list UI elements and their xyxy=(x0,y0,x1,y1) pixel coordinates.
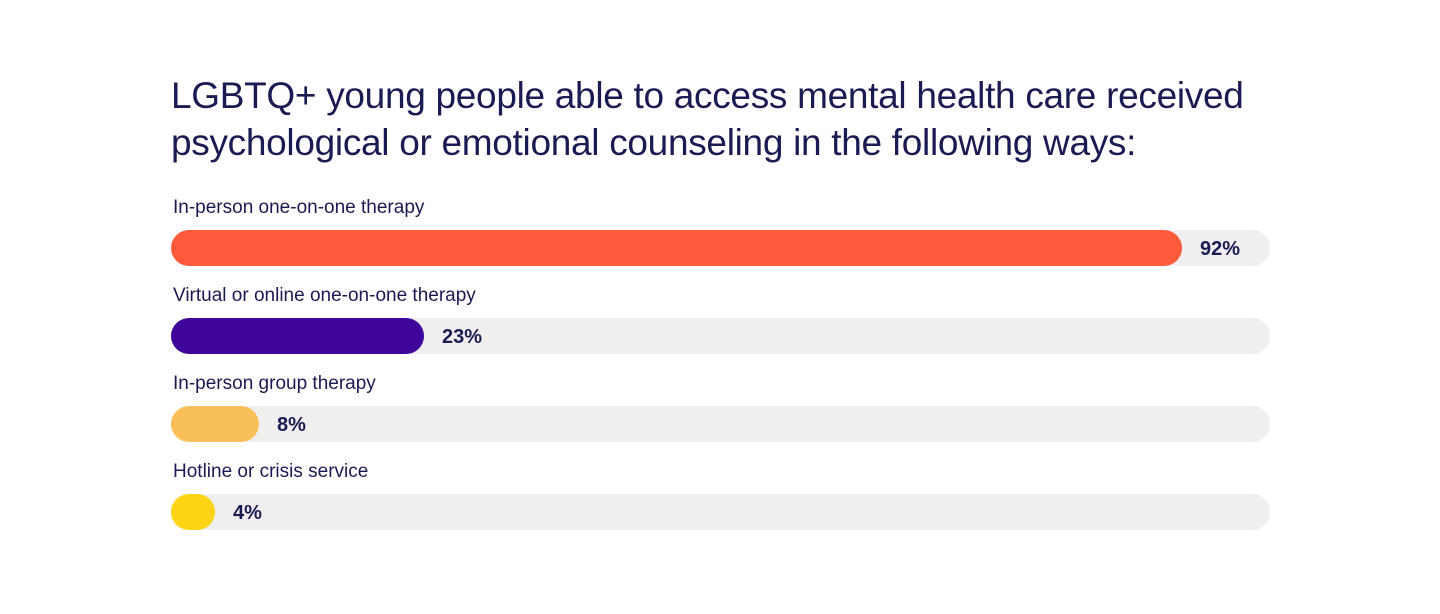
bar-row-in-person-one-on-one: In-person one-on-one therapy 92% xyxy=(171,196,1270,276)
bar-row-in-person-group: In-person group therapy 8% xyxy=(171,372,1270,452)
category-label: Virtual or online one-on-one therapy xyxy=(173,285,476,306)
bar-track: 8% xyxy=(171,406,1270,442)
category-label: In-person group therapy xyxy=(173,373,376,394)
bar-track: 23% xyxy=(171,318,1270,354)
value-label: 4% xyxy=(233,502,262,524)
category-label: In-person one-on-one therapy xyxy=(173,197,425,218)
bar-track: 4% xyxy=(171,494,1270,530)
value-label: 8% xyxy=(277,414,306,436)
category-label: Hotline or crisis service xyxy=(173,461,369,482)
chart-title: LGBTQ+ young people able to access menta… xyxy=(171,75,1244,163)
bar-fill xyxy=(171,318,424,354)
bar-fill xyxy=(171,494,215,530)
bar-fill xyxy=(171,230,1182,266)
value-label: 92% xyxy=(1200,238,1241,260)
value-label: 23% xyxy=(442,326,483,348)
bar-row-hotline-crisis: Hotline or crisis service 4% xyxy=(171,460,1270,540)
bar-track: 92% xyxy=(171,230,1270,266)
bar-row-virtual-one-on-one: Virtual or online one-on-one therapy 23% xyxy=(171,284,1270,364)
bar-fill xyxy=(171,406,259,442)
